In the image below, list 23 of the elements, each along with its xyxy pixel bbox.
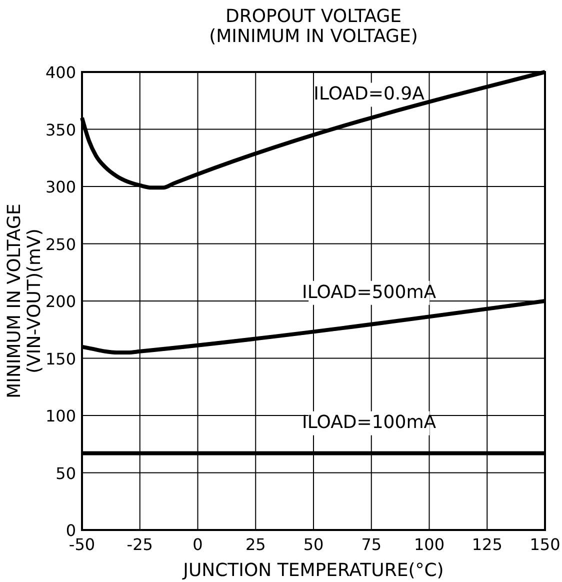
chart-title: DROPOUT VOLTAGE bbox=[225, 6, 402, 27]
y-tick-label: 250 bbox=[45, 234, 76, 254]
y-tick-label: 100 bbox=[45, 406, 76, 426]
x-tick-label: -25 bbox=[126, 535, 153, 554]
x-tick-label: 75 bbox=[361, 535, 382, 554]
y-tick-label: 350 bbox=[45, 120, 76, 140]
x-tick-label: 25 bbox=[245, 535, 266, 554]
series-label: ILOAD=500mA bbox=[302, 282, 437, 303]
series-label: ILOAD=0.9A bbox=[314, 84, 426, 105]
series-label: ILOAD=100mA bbox=[302, 412, 437, 434]
y-tick-label: 200 bbox=[45, 292, 76, 311]
y-tick-label: 400 bbox=[45, 63, 76, 82]
y-tick-label: 150 bbox=[45, 349, 76, 368]
x-axis-title: JUNCTION TEMPERATURE(°C) bbox=[182, 560, 444, 581]
x-tick-label: 100 bbox=[414, 535, 445, 554]
x-tick-label: 125 bbox=[472, 535, 502, 554]
y-tick-label: 50 bbox=[56, 464, 76, 483]
y-axis-title: MINIMUM IN VOLTAGE (VIN-VOUT)(mV) bbox=[4, 204, 45, 398]
x-tick-label: 150 bbox=[530, 535, 560, 554]
y-tick-label: 300 bbox=[45, 178, 76, 196]
x-tick-label: 50 bbox=[303, 535, 324, 554]
chart-subtitle: (MINIMUM IN VOLTAGE) bbox=[209, 26, 418, 47]
x-tick-label: 0 bbox=[192, 535, 203, 554]
